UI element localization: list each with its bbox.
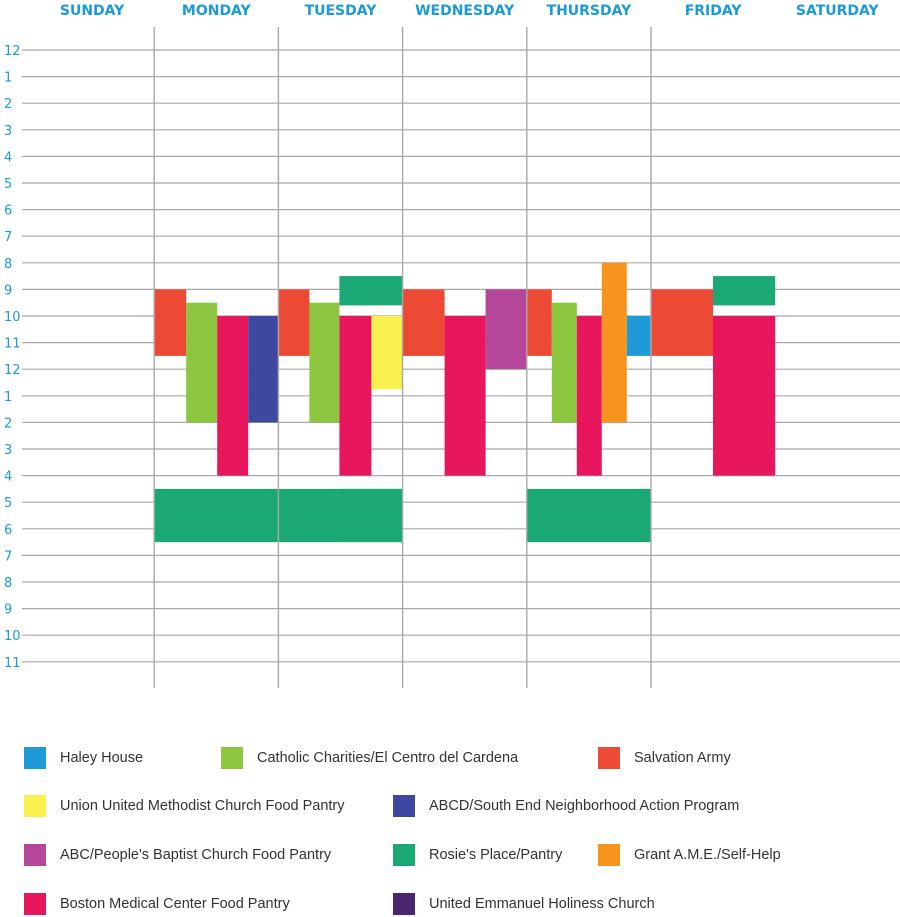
legend-swatch bbox=[24, 893, 46, 915]
hour-label: 10 bbox=[4, 629, 21, 644]
hour-label: 2 bbox=[4, 416, 12, 431]
hour-label: 6 bbox=[4, 523, 12, 538]
session-bar-haley-house-thursday bbox=[626, 316, 651, 356]
day-label-wednesday: WEDNESDAY bbox=[415, 3, 515, 19]
legend-item-united-emmanuel: United Emmanuel Holiness Church bbox=[393, 892, 655, 916]
hour-label: 11 bbox=[4, 656, 21, 671]
session-bar-boston-medical-center-food-pantry-friday bbox=[713, 316, 776, 476]
session-bar-salvation-army-monday bbox=[154, 289, 187, 356]
legend-item-grant-ame: Grant A.M.E./Self-Help bbox=[598, 843, 781, 867]
day-labels: SUNDAY MONDAY TUESDAY WEDNESDAY THURSDAY FRID… bbox=[60, 3, 880, 19]
session-bar-boston-medical-center-food-pantry-thursday bbox=[576, 316, 602, 476]
hour-label: 3 bbox=[4, 443, 12, 458]
session-bar-catholic-charities-el-centro-del-cardena-monday bbox=[186, 302, 218, 423]
legend-item-salvation-army: Salvation Army bbox=[598, 746, 731, 770]
hour-label: 9 bbox=[4, 283, 12, 298]
session-bar-abc-people-s-baptist-church-food-pantry-wednesday bbox=[485, 289, 527, 370]
hour-label: 9 bbox=[4, 603, 12, 618]
legend-label: Union United Methodist Church Food Pantr… bbox=[60, 798, 345, 814]
hour-label: 5 bbox=[4, 496, 12, 511]
session-bar-boston-medical-center-food-pantry-tuesday bbox=[339, 316, 372, 476]
legend-label: Haley House bbox=[60, 750, 144, 766]
legend-swatch bbox=[24, 747, 46, 769]
day-label-tuesday: TUESDAY bbox=[305, 3, 378, 19]
session-bar-catholic-charities-el-centro-del-cardena-tuesday bbox=[309, 302, 340, 423]
day-dividers bbox=[153, 27, 652, 688]
day-label-saturday: SATURDAY bbox=[796, 3, 880, 19]
hour-label: 6 bbox=[4, 204, 12, 219]
legend-item-abcd-south-end: ABCD/South End Neighborhood Action Progr… bbox=[393, 794, 739, 818]
session-bars bbox=[154, 262, 776, 543]
hour-label: 11 bbox=[4, 337, 21, 352]
session-bar-catholic-charities-el-centro-del-cardena-thursday bbox=[551, 302, 577, 423]
hour-label: 4 bbox=[4, 470, 12, 485]
legend-swatch bbox=[393, 893, 415, 915]
legend-label: ABCD/South End Neighborhood Action Progr… bbox=[429, 798, 740, 814]
session-bar-rosie-s-place-pantry-tuesday bbox=[339, 276, 403, 306]
session-bar-salvation-army-tuesday bbox=[278, 289, 310, 356]
legend-label: United Emmanuel Holiness Church bbox=[429, 896, 655, 912]
legend: Haley House Catholic Charities/El Centro… bbox=[24, 740, 884, 915]
legend-label: Boston Medical Center Food Pantry bbox=[60, 896, 290, 912]
schedule-chart: SUNDAY MONDAY TUESDAY WEDNESDAY THURSDAY FRID… bbox=[4, 3, 900, 688]
hour-label: 7 bbox=[4, 230, 12, 245]
legend-swatch bbox=[24, 795, 46, 817]
legend-label: Grant A.M.E./Self-Help bbox=[634, 847, 781, 863]
day-label-friday: FRIDAY bbox=[685, 3, 743, 19]
hour-label: 7 bbox=[4, 549, 12, 564]
legend-swatch bbox=[393, 844, 415, 866]
legend-item-catholic-charities: Catholic Charities/El Centro del Cardena bbox=[221, 746, 518, 770]
hour-label: 12 bbox=[4, 44, 21, 59]
legend-item-haley-house: Haley House bbox=[24, 746, 143, 770]
session-bar-boston-medical-center-food-pantry-monday bbox=[217, 316, 249, 476]
hour-label: 12 bbox=[4, 363, 21, 378]
session-bar-rosie-s-place-pantry-thursday bbox=[526, 488, 651, 543]
day-label-monday: MONDAY bbox=[182, 3, 252, 19]
legend-swatch bbox=[598, 747, 620, 769]
hour-label: 4 bbox=[4, 150, 12, 165]
legend-item-boston-medical-center: Boston Medical Center Food Pantry bbox=[24, 892, 290, 916]
hour-label: 1 bbox=[4, 390, 12, 405]
hour-label: 5 bbox=[4, 177, 12, 192]
legend-swatch bbox=[221, 747, 243, 769]
session-bar-rosie-s-place-pantry-friday bbox=[713, 276, 776, 306]
session-bar-grant-a-m-e-self-help-thursday bbox=[601, 262, 627, 423]
session-bar-salvation-army-thursday bbox=[526, 289, 552, 356]
legend-item-rosies-place: Rosie's Place/Pantry bbox=[393, 843, 562, 867]
legend-label: Catholic Charities/El Centro del Cardena bbox=[257, 750, 519, 766]
day-label-thursday: THURSDAY bbox=[547, 3, 633, 19]
legend-label: Salvation Army bbox=[634, 750, 731, 766]
hour-label: 10 bbox=[4, 310, 21, 325]
legend-swatch bbox=[24, 844, 46, 866]
hour-label: 3 bbox=[4, 124, 12, 139]
session-bar-salvation-army-wednesday bbox=[402, 289, 445, 356]
session-bar-salvation-army-friday bbox=[651, 289, 713, 356]
legend-swatch bbox=[393, 795, 415, 817]
hour-label: 2 bbox=[4, 97, 12, 112]
hour-label: 1 bbox=[4, 71, 12, 86]
legend-item-abc-peoples-baptist: ABC/People's Baptist Church Food Pantry bbox=[24, 843, 331, 867]
legend-label: ABC/People's Baptist Church Food Pantry bbox=[60, 847, 332, 863]
legend-item-union-united-methodist: Union United Methodist Church Food Pantr… bbox=[24, 794, 345, 818]
session-bar-rosie-s-place-pantry-tuesday bbox=[339, 488, 403, 543]
session-bar-boston-medical-center-food-pantry-wednesday bbox=[444, 316, 486, 476]
session-bar-union-united-methodist-church-food-pantry-tuesday bbox=[371, 316, 403, 390]
hour-label: 8 bbox=[4, 576, 12, 591]
session-bar-abcd-south-end-neighborhood-action-program-monday bbox=[248, 316, 279, 423]
legend-swatch bbox=[598, 844, 620, 866]
day-label-sunday: SUNDAY bbox=[60, 3, 125, 19]
legend-label: Rosie's Place/Pantry bbox=[429, 847, 563, 863]
hour-label: 8 bbox=[4, 257, 12, 272]
